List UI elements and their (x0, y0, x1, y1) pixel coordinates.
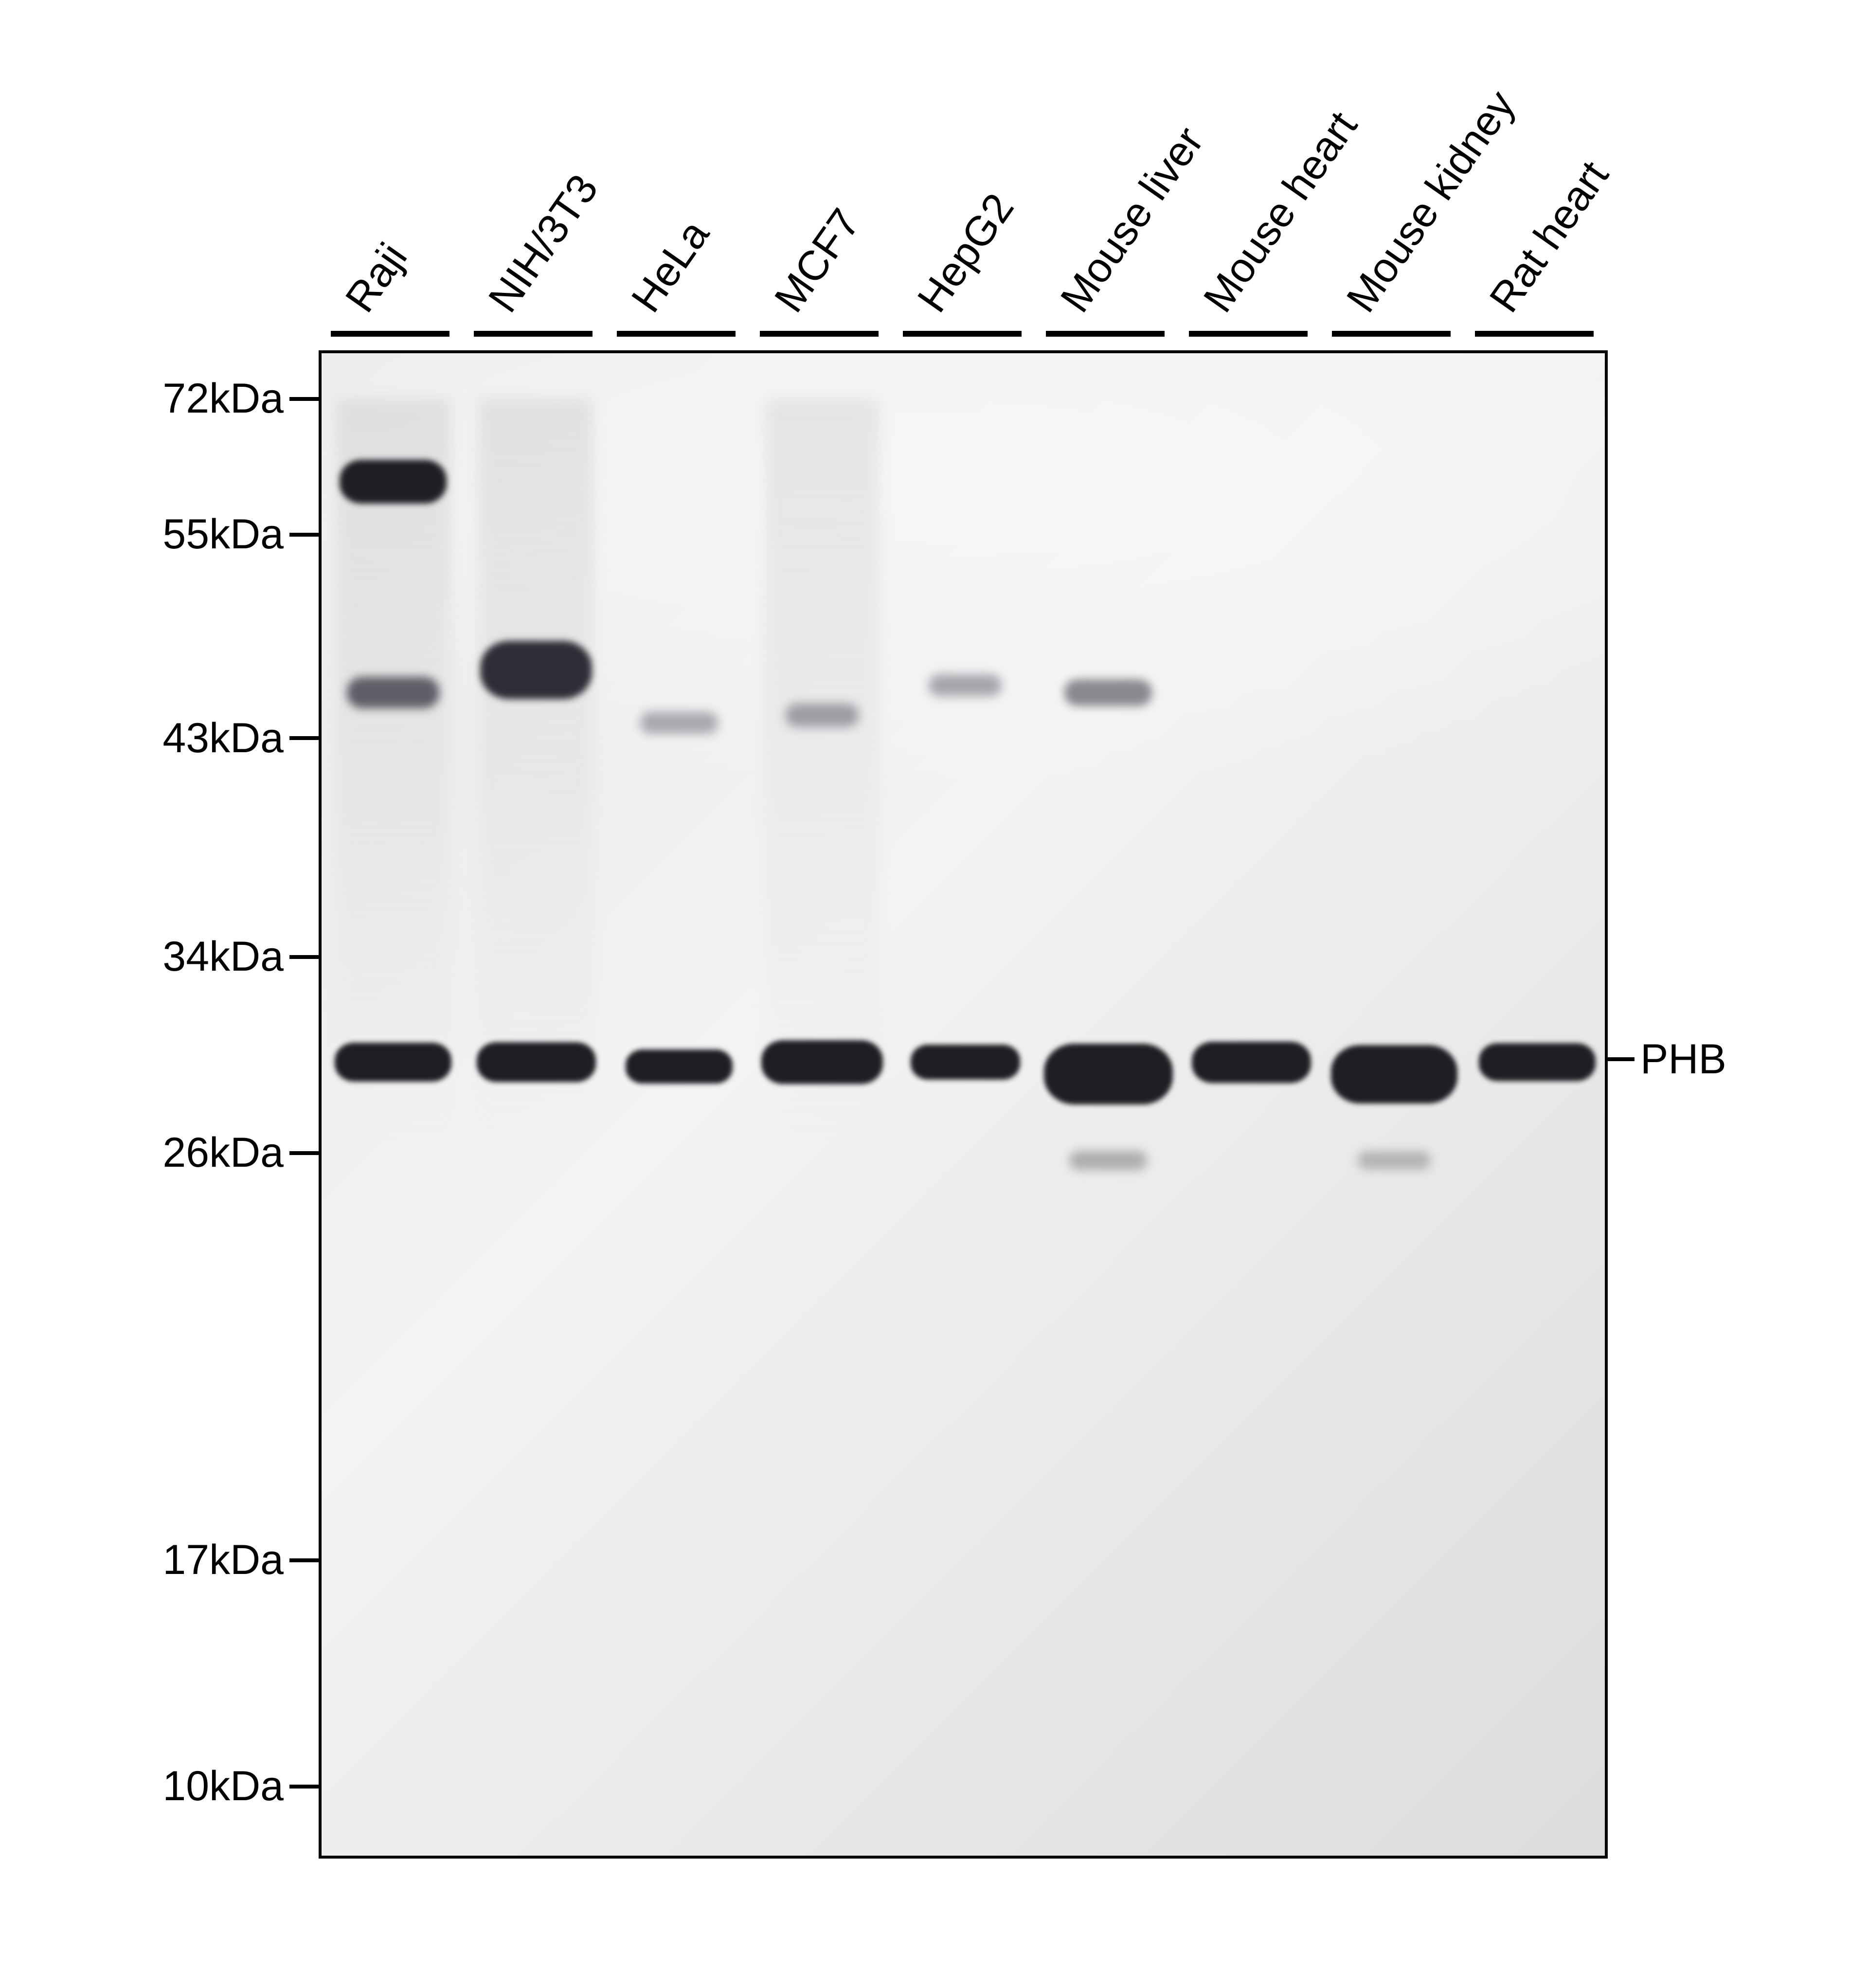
protein-band (1358, 1151, 1431, 1170)
lane-tick (617, 331, 736, 337)
band-label-tick (1608, 1057, 1634, 1061)
lane-smear (479, 398, 593, 1225)
mw-marker-label: 55kDa (162, 510, 284, 559)
protein-band (347, 677, 439, 708)
lane-label: Raji (336, 235, 417, 321)
mw-marker-label: 34kDa (162, 933, 284, 981)
lane-tick (331, 331, 449, 337)
mw-marker-label: 43kDa (162, 714, 284, 762)
lane-smear (336, 398, 450, 1225)
band-label: PHB (1608, 1035, 1726, 1084)
band-label-text: PHB (1640, 1035, 1726, 1084)
lane-label: HepG2 (908, 185, 1024, 321)
lane-tick (1475, 331, 1594, 337)
lane-label: MCF7 (765, 200, 870, 321)
lane-tick (474, 331, 593, 337)
lane-label: NIH/3T3 (479, 166, 608, 321)
western-blot-figure: RajiNIH/3T3HeLaMCF7HepG2Mouse liverMouse… (114, 97, 1754, 1859)
mw-marker: 34kDa (162, 933, 319, 981)
mw-tick (289, 736, 319, 740)
mw-marker-label: 72kDa (162, 375, 284, 423)
lane-tick (1046, 331, 1165, 337)
mw-tick (289, 1558, 319, 1562)
protein-band (911, 1045, 1020, 1080)
mw-tick (289, 1151, 319, 1155)
mw-tick (289, 397, 319, 401)
mw-marker: 43kDa (162, 714, 319, 762)
lane-ticks-row (319, 321, 1608, 350)
band-labels-column: PHB (1608, 350, 1754, 1859)
protein-band (761, 1040, 883, 1084)
lane-label: Mouse liver (1051, 118, 1213, 321)
protein-band (786, 704, 859, 727)
protein-band (626, 1049, 733, 1084)
lane-tick (1332, 331, 1451, 337)
lane-tick (903, 331, 1022, 337)
lane-smear (765, 398, 879, 1225)
lane-labels-row: RajiNIH/3T3HeLaMCF7HepG2Mouse liverMouse… (319, 97, 1608, 321)
protein-band (929, 674, 1002, 696)
protein-band (1331, 1045, 1457, 1103)
lane-label: Rat heart (1480, 152, 1618, 321)
mw-tick (289, 1785, 319, 1789)
protein-band (1069, 1151, 1147, 1170)
mw-marker-label: 10kDa (162, 1762, 284, 1810)
protein-band (340, 460, 447, 504)
protein-band (1479, 1043, 1596, 1081)
mw-marker: 26kDa (162, 1129, 319, 1177)
protein-band (1192, 1042, 1311, 1083)
mw-marker: 10kDa (162, 1762, 319, 1810)
mw-labels-column: 72kDa 55kDa 43kDa 34kDa 26kDa 17kDa 10kDa (114, 350, 319, 1859)
protein-band (640, 712, 718, 734)
mw-marker-label: 17kDa (162, 1536, 284, 1584)
lane-label: HeLa (622, 212, 719, 321)
mw-tick (289, 533, 319, 537)
blot-row: 72kDa 55kDa 43kDa 34kDa 26kDa 17kDa 10kDa PHB (114, 350, 1754, 1859)
protein-band (335, 1043, 451, 1082)
protein-band (477, 1042, 596, 1082)
protein-band (480, 641, 592, 699)
lane-tick (760, 331, 879, 337)
protein-band (1044, 1044, 1173, 1104)
mw-tick (289, 955, 319, 959)
lane-tick (1189, 331, 1308, 337)
blot-membrane (319, 350, 1608, 1859)
protein-band (1064, 679, 1152, 706)
mw-marker: 17kDa (162, 1536, 319, 1584)
mw-marker-label: 26kDa (162, 1129, 284, 1177)
mw-marker: 72kDa (162, 375, 319, 423)
mw-marker: 55kDa (162, 510, 319, 559)
